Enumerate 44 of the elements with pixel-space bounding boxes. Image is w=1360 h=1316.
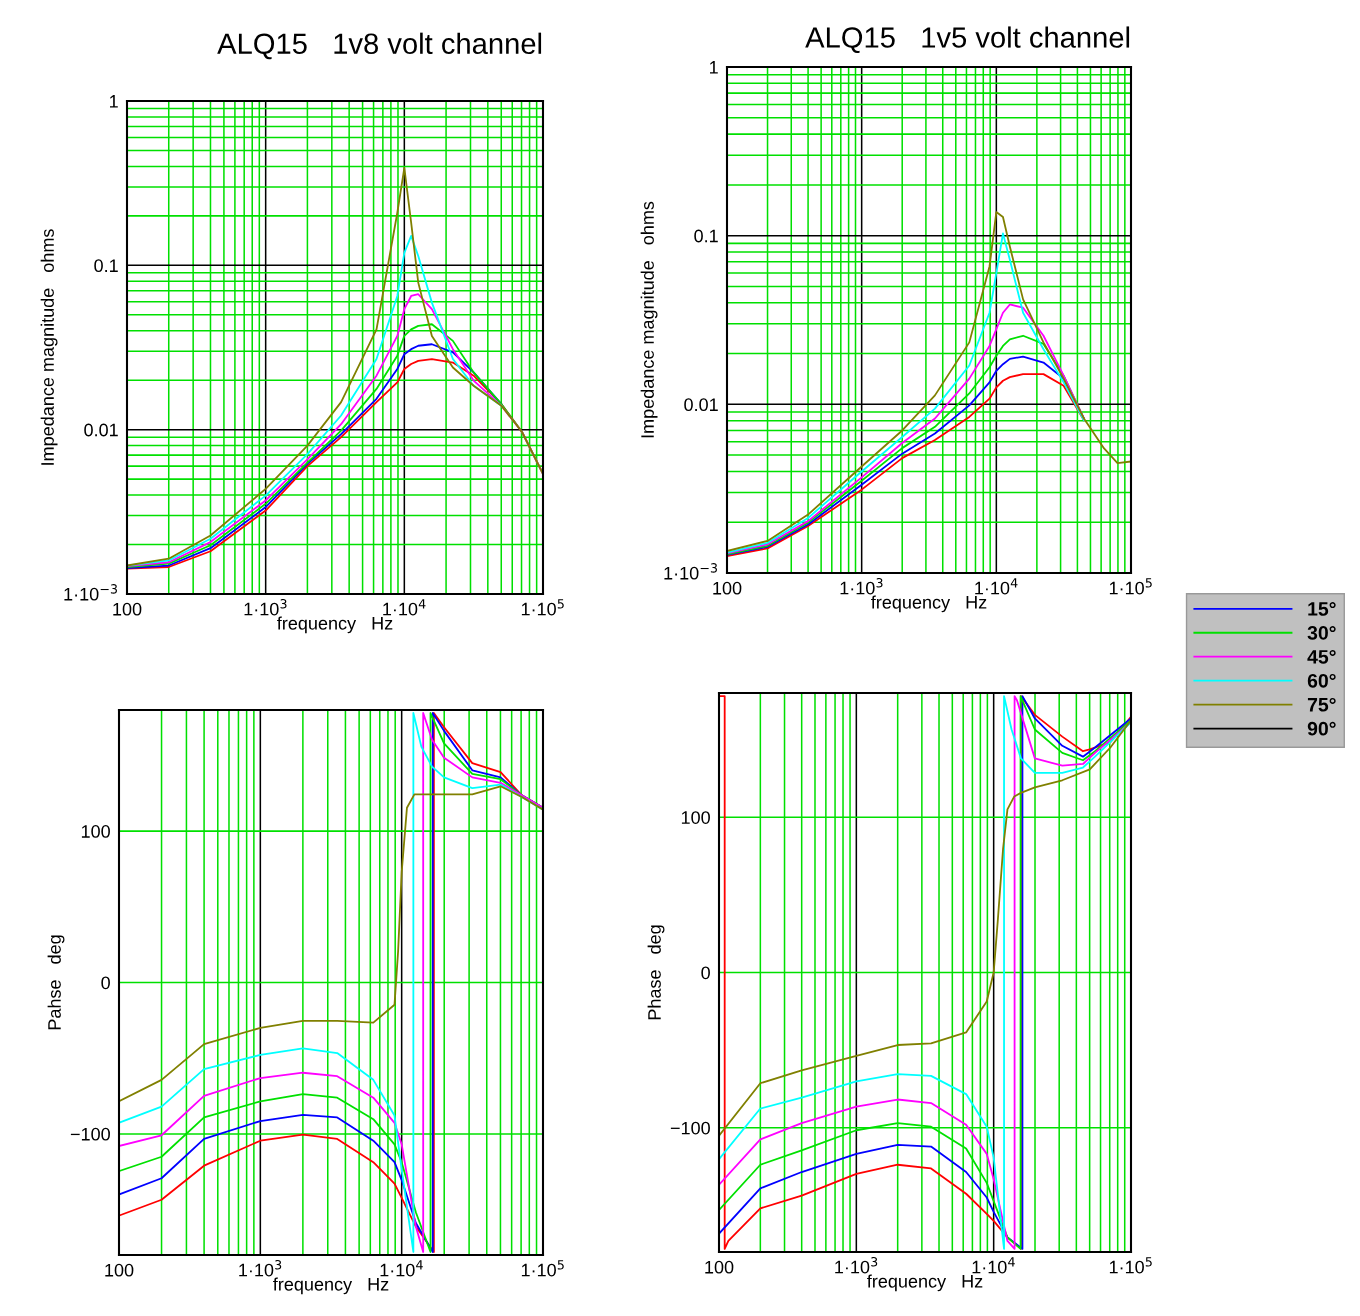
y-tick-label: 100 — [681, 811, 710, 824]
y-tick-label: 0.01 — [684, 398, 718, 412]
y-tick-label: −100 — [670, 1121, 710, 1135]
x-tick-label: 1·10$^{3}$ — [244, 598, 287, 616]
y-tick-label: 0.01 — [84, 423, 118, 437]
x-tick-label: 1·10$^{5}$ — [1109, 1257, 1152, 1274]
y-tick-label: 1 — [110, 95, 118, 108]
x-axis-title: frequency Hz — [867, 1274, 983, 1292]
x-tick-label: 1·10$^{5}$ — [521, 1260, 564, 1277]
y-axis-title: Phase deg — [647, 925, 665, 1020]
x-axis-title: frequency Hz — [871, 595, 987, 613]
legend-label: 90° — [1307, 721, 1336, 736]
x-tick-label: 1·10$^{5}$ — [1109, 578, 1152, 595]
y-tick-label: 1·10$^{−3}$ — [64, 584, 117, 601]
x-tick-label: 1·10$^{5}$ — [521, 599, 564, 616]
y-tick-label: 1 — [710, 61, 718, 74]
text: 60° — [1307, 673, 1336, 688]
chart-title: ALQ15 1v8 volt channel — [217, 32, 542, 60]
y-axis-title: Impedance magnitude ohms — [640, 201, 658, 438]
x-tick-label: 100 — [113, 602, 142, 616]
text: 45° — [1307, 649, 1336, 664]
chart-title: ALQ15 1v5 volt channel — [805, 26, 1130, 54]
x-tick-label: 1·10$^{4}$ — [383, 599, 426, 616]
y-tick-label: −100 — [70, 1127, 110, 1141]
x-tick-label: 1·10$^{4}$ — [975, 578, 1018, 595]
x-axis-title: frequency Hz — [277, 616, 393, 634]
y-axis-title: Impedance magnitude ohms — [40, 229, 58, 465]
x-tick-label: 1·10$^{3}$ — [835, 1256, 878, 1274]
y-tick-label: 100 — [81, 825, 110, 838]
y-tick-label: 1·10$^{−3}$ — [664, 563, 717, 580]
text: 30° — [1307, 625, 1336, 640]
y-tick-label: 0 — [701, 966, 710, 980]
text: 15° — [1308, 602, 1336, 616]
x-tick-label: 1·10$^{3}$ — [239, 1259, 282, 1277]
x-tick-label: 100 — [713, 581, 742, 595]
x-tick-label: 1·10$^{4}$ — [380, 1260, 423, 1277]
y-tick-label: 0 — [101, 976, 110, 990]
y-tick-label: 0.1 — [694, 229, 718, 243]
y-axis-title: Pahse deg — [47, 935, 65, 1030]
x-axis-title: frequency Hz — [273, 1277, 389, 1295]
y-tick-label: 0.1 — [94, 259, 118, 273]
x-tick-label: 1·10$^{4}$ — [972, 1257, 1015, 1274]
x-tick-label: 1·10$^{3}$ — [840, 577, 883, 595]
text: 75° — [1307, 697, 1336, 712]
